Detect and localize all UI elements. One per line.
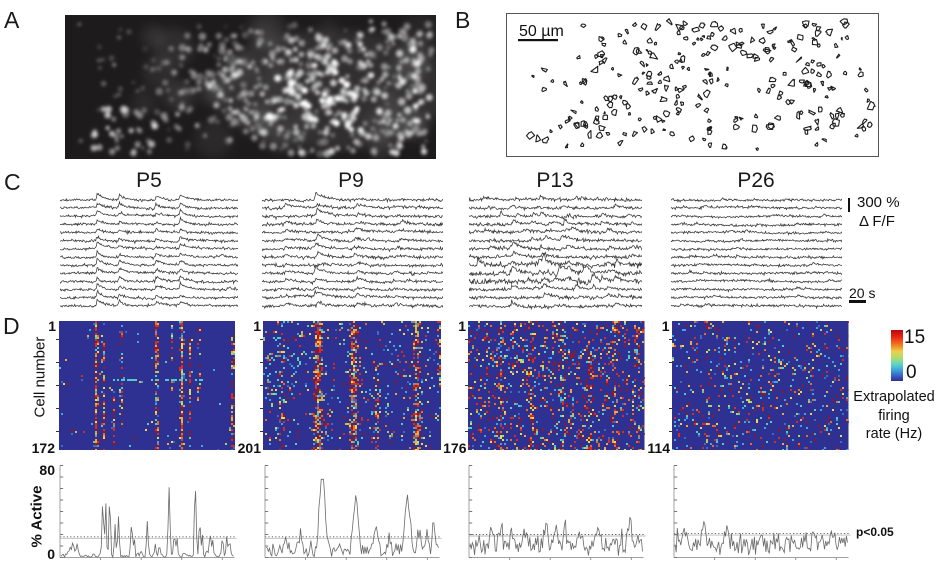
svg-text:50 µm: 50 µm <box>519 23 564 40</box>
